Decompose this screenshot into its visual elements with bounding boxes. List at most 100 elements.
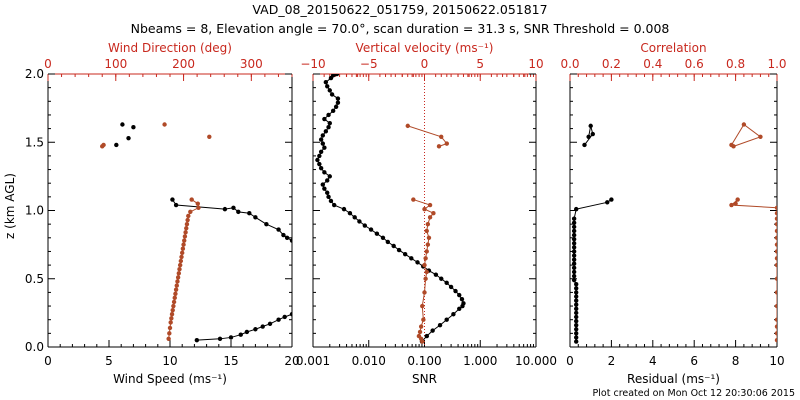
data-point (175, 275, 181, 280)
data-point (173, 291, 178, 296)
data-point (177, 266, 182, 272)
x-tick-label: 10.000 (515, 354, 557, 368)
data-point (331, 202, 337, 208)
data-point (374, 231, 380, 236)
data-point (444, 280, 449, 286)
data-point (729, 202, 734, 208)
data-point (131, 125, 136, 130)
data-point (411, 197, 416, 202)
title-line1: VAD_08_20150622_051759, 20150622.051817 (252, 2, 547, 17)
data-point (433, 272, 439, 277)
data-point (457, 292, 462, 298)
top-axis-label: Correlation (640, 41, 706, 55)
data-point (774, 290, 777, 295)
top-tick-label: 5 (476, 57, 484, 71)
x-tick-label: 20 (284, 354, 299, 368)
data-point (284, 235, 290, 240)
data-point (571, 273, 577, 279)
data-point (180, 246, 186, 251)
series-line (316, 74, 464, 342)
data-point (341, 206, 347, 212)
data-point (423, 256, 428, 261)
data-point (431, 211, 436, 216)
data-point (167, 325, 173, 331)
data-point (774, 205, 777, 210)
x-tick-label: 10 (769, 354, 784, 368)
data-point (325, 84, 330, 89)
top-tick-label: 0.4 (643, 57, 662, 71)
data-point (322, 186, 327, 191)
data-point (281, 232, 286, 238)
data-point (733, 201, 738, 206)
data-point (247, 211, 252, 216)
data-point (571, 228, 577, 234)
data-point (180, 250, 185, 256)
data-point (325, 190, 330, 195)
data-point (574, 310, 579, 316)
x-tick-label: 0.001 (296, 354, 330, 368)
data-point (327, 120, 332, 126)
data-point (437, 322, 443, 328)
plot-area (315, 74, 466, 344)
data-point (774, 331, 777, 336)
data-point (571, 245, 577, 250)
data-point (424, 228, 429, 234)
data-point (357, 219, 362, 224)
top-tick-label: 0.2 (602, 57, 621, 71)
x-tick-label: 6 (690, 354, 698, 368)
data-point (174, 283, 179, 288)
data-point (320, 141, 326, 146)
data-point (571, 232, 577, 238)
data-point (189, 197, 194, 202)
data-point (571, 277, 577, 283)
data-point (774, 221, 777, 227)
data-point (459, 297, 465, 302)
data-point (231, 205, 236, 210)
data-point (402, 251, 408, 257)
data-point (424, 249, 429, 254)
x-axis-label: SNR (412, 372, 437, 386)
data-point (415, 260, 420, 265)
data-point (422, 262, 427, 268)
data-point (425, 242, 431, 247)
series-line (573, 199, 612, 342)
data-point (178, 258, 184, 264)
data-point (320, 133, 326, 138)
y-tick-label: 1.5 (25, 135, 44, 149)
top-tick-label: 300 (240, 57, 263, 71)
data-point (417, 329, 423, 335)
data-point (170, 197, 175, 202)
data-point (574, 314, 579, 320)
data-point (574, 306, 579, 311)
data-point (774, 211, 777, 216)
data-point (323, 129, 329, 134)
data-point (574, 294, 579, 299)
data-point (439, 276, 444, 281)
panel-residual: 0 2 4 6 8 10 0.0 0.2 0.4 0.6 0.8 1.0 Residual (ms⁻¹)… (560, 41, 786, 386)
top-tick-label: −5 (360, 57, 378, 71)
data-point (421, 317, 426, 322)
data-point (320, 182, 326, 187)
data-point (171, 299, 177, 305)
data-point (426, 235, 432, 240)
data-point (162, 122, 167, 127)
data-point (260, 324, 265, 329)
data-point (185, 217, 190, 223)
data-point (217, 336, 223, 342)
data-point (774, 249, 777, 254)
data-point (574, 206, 579, 212)
data-point (574, 298, 579, 303)
data-point (582, 142, 587, 148)
data-point (439, 134, 444, 139)
data-point (181, 242, 186, 247)
data-point (335, 100, 341, 105)
data-point (574, 290, 579, 295)
data-point (195, 201, 200, 206)
data-point (427, 215, 433, 220)
data-point (451, 312, 456, 317)
x-tick-label: 2 (608, 354, 616, 368)
data-point (315, 157, 320, 163)
data-point (176, 271, 182, 276)
top-tick-label: 200 (172, 57, 195, 71)
